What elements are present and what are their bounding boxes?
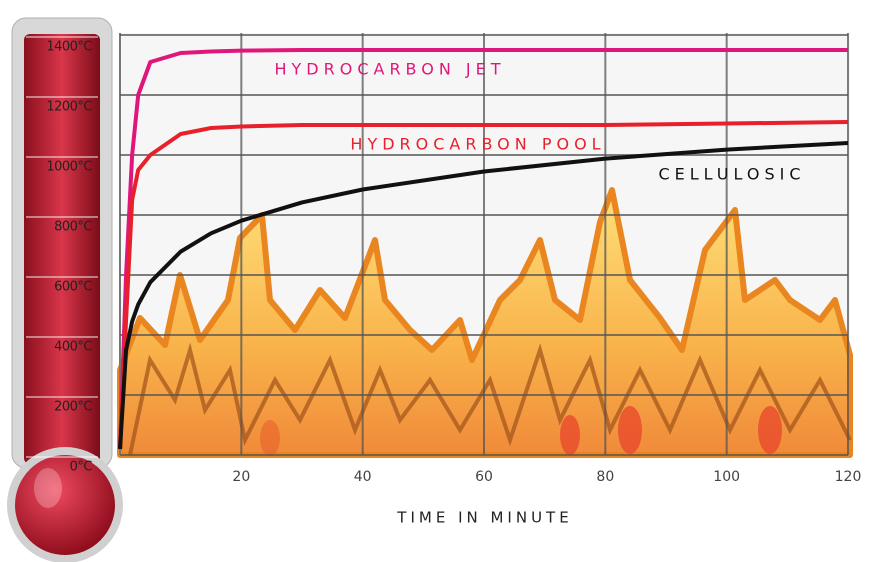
y-tick-label: 1000°C	[46, 160, 92, 175]
y-tick-label: 600°C	[54, 280, 92, 295]
y-tick-label: 0°C	[70, 460, 93, 475]
x-tick-label: 120	[835, 469, 862, 485]
x-tick-label: 60	[475, 469, 493, 485]
y-tick-label: 800°C	[54, 220, 92, 235]
y-tick-label: 1400°C	[46, 40, 92, 55]
series-label: HYDROCARBON POOL	[350, 135, 605, 154]
x-tick-label: 40	[354, 469, 372, 485]
flames	[117, 187, 853, 458]
y-tick-label: 400°C	[54, 340, 92, 355]
series-label: CELLULOSIC	[658, 165, 805, 184]
x-tick-label: 80	[596, 469, 614, 485]
x-tick-label: 20	[232, 469, 250, 485]
series-label: HYDROCARBON JET	[274, 60, 505, 79]
y-tick-label: 1200°C	[46, 100, 92, 115]
x-axis-label: TIME IN MINUTE	[396, 509, 572, 527]
y-tick-label: 200°C	[54, 400, 92, 415]
series-line	[118, 120, 849, 450]
series-line	[118, 48, 848, 450]
series-line	[118, 141, 849, 450]
thermometer	[7, 17, 123, 562]
x-tick-label: 100	[713, 469, 740, 485]
